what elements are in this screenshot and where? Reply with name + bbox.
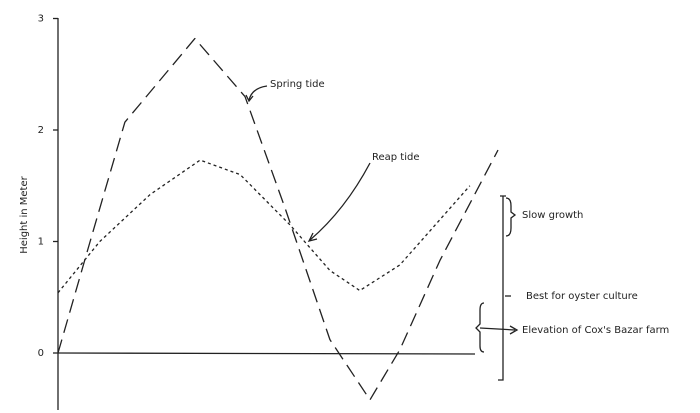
bracket [505, 197, 517, 237]
annotation: Slow growth [522, 210, 583, 221]
annotation: Elevation of Cox's Bazar farm [522, 325, 669, 336]
series-line [57, 37, 499, 401]
bracket [475, 302, 485, 353]
series-label: Spring tide [270, 79, 325, 90]
arrow [309, 162, 371, 241]
y-axis-label: Height in Meter [19, 175, 30, 253]
y-tick-label: 2 [38, 125, 44, 136]
arrow-head [307, 232, 318, 242]
arrow-head [245, 94, 254, 103]
series-label: Reap tide [372, 152, 420, 163]
arrow [479, 327, 516, 331]
zero-line [57, 352, 476, 355]
bracket [498, 195, 506, 381]
arrow-head [509, 325, 519, 335]
annotation: Best for oyster culture [526, 291, 638, 302]
series-line [57, 159, 471, 294]
y-tick-label: 3 [38, 14, 44, 25]
y-tick-label: 1 [38, 237, 44, 248]
arrow [248, 85, 268, 101]
y-tick-label: 0 [38, 348, 44, 359]
